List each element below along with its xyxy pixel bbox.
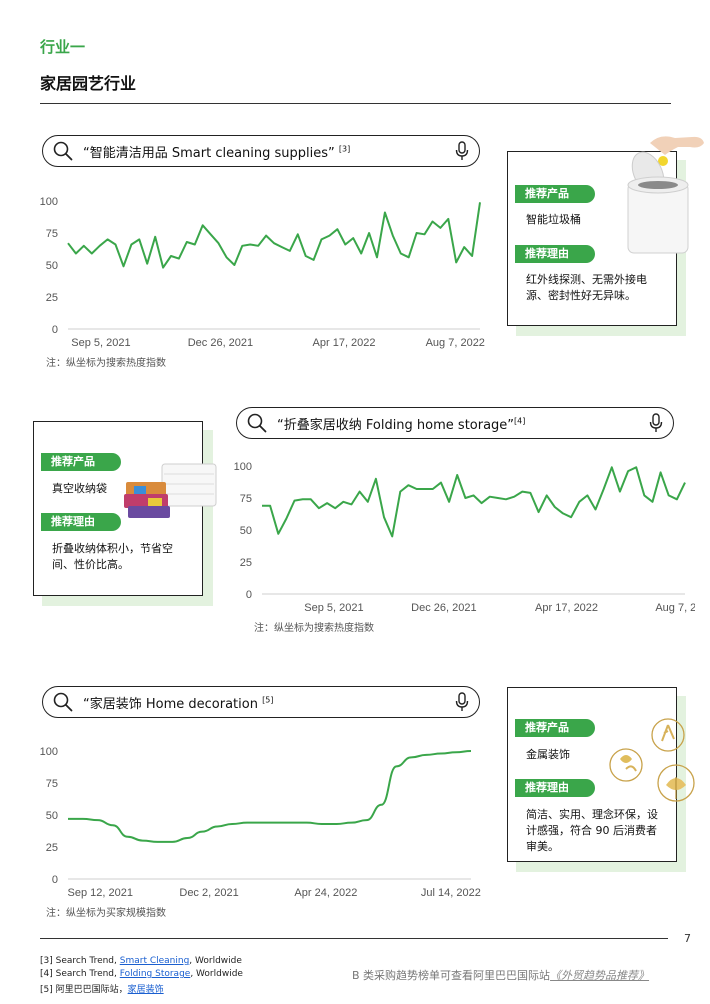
y-tick-label: 0 bbox=[246, 589, 252, 601]
recommend-reason: 简洁、实用、理念环保，设计感强，符合 90 后消费者审美。 bbox=[526, 808, 658, 853]
link-trend-recommendations[interactable]: 《外贸趋势品推荐》 bbox=[550, 969, 650, 982]
product-name: 金属装饰 bbox=[526, 748, 570, 761]
x-tick-label: Dec 26, 2021 bbox=[411, 602, 476, 614]
x-tick-label: Sep 12, 2021 bbox=[68, 887, 133, 899]
x-tick-label: Aug 7, 2022 bbox=[655, 602, 695, 614]
search-query: “家居装饰 Home decoration [5] bbox=[83, 695, 274, 712]
search-query: “折叠家居收纳 Folding home storage”[4] bbox=[277, 416, 526, 433]
tag-recommended-product: 推荐产品 bbox=[515, 185, 595, 203]
divider bbox=[40, 103, 671, 104]
series-line bbox=[262, 466, 686, 538]
trash-bin-image bbox=[627, 136, 704, 254]
chart-note: 注：纵坐标为买家规模指数 bbox=[46, 908, 166, 919]
mic-icon[interactable] bbox=[639, 413, 673, 433]
x-tick-label: Jul 14, 2022 bbox=[421, 887, 481, 899]
y-tick-label: 50 bbox=[240, 525, 252, 537]
page-number: 7 bbox=[684, 932, 691, 945]
y-tick-label: 75 bbox=[46, 778, 58, 790]
y-tick-label: 25 bbox=[46, 842, 58, 854]
trend-chart-home-decoration: 0 25 50 75 100 Sep 12, 2021 Dec 2, 2021 Apr 24,… bbox=[40, 746, 481, 899]
y-tick-label: 100 bbox=[40, 746, 58, 758]
trend-chart-smart-cleaning: 0 25 50 75 100 Sep 5, 2021 Dec 26, 2021 Apr 17,… bbox=[40, 196, 485, 349]
industry-label: 行业一 bbox=[40, 38, 86, 56]
y-tick-label: 100 bbox=[234, 461, 252, 473]
tag-recommend-reason: 推荐理由 bbox=[41, 513, 121, 531]
y-tick-label: 0 bbox=[52, 324, 58, 336]
tag-recommend-reason: 推荐理由 bbox=[515, 779, 595, 797]
y-tick-label: 25 bbox=[240, 557, 252, 569]
y-tick-label: 100 bbox=[40, 196, 58, 208]
search-icon bbox=[43, 141, 83, 161]
search-bar-folding-storage[interactable]: “折叠家居收纳 Folding home storage”[4] bbox=[236, 407, 674, 439]
recommend-reason: 折叠收纳体积小，节省空间、性价比高。 bbox=[52, 542, 173, 571]
search-query: “智能清洁用品 Smart cleaning supplies” [3] bbox=[83, 144, 351, 161]
mic-icon[interactable] bbox=[445, 141, 479, 161]
x-tick-label: Dec 26, 2021 bbox=[188, 337, 253, 349]
search-icon bbox=[43, 692, 83, 712]
x-tick-label: Sep 5, 2021 bbox=[71, 337, 130, 349]
y-tick-label: 50 bbox=[46, 260, 58, 272]
product-name: 智能垃圾桶 bbox=[526, 213, 581, 226]
search-bar-smart-cleaning[interactable]: “智能清洁用品 Smart cleaning supplies” [3] bbox=[42, 135, 480, 167]
footnote-3: [3] Search Trend, Smart Cleaning, Worldw… bbox=[40, 956, 242, 966]
series-line bbox=[67, 750, 472, 843]
y-tick-label: 50 bbox=[46, 810, 58, 822]
link-smart-cleaning[interactable]: Smart Cleaning bbox=[119, 956, 190, 966]
x-tick-label: Dec 2, 2021 bbox=[179, 887, 238, 899]
y-tick-label: 25 bbox=[46, 292, 58, 304]
y-tick-label: 75 bbox=[46, 228, 58, 240]
x-tick-label: Sep 5, 2021 bbox=[304, 602, 363, 614]
mic-icon[interactable] bbox=[445, 692, 479, 712]
recommend-reason: 红外线探测、无需外接电源、密封性好无异味。 bbox=[526, 273, 647, 302]
metal-decor-image bbox=[609, 718, 695, 802]
chart-note: 注：纵坐标为搜索热度指数 bbox=[46, 358, 166, 369]
storage-bags-image bbox=[124, 463, 217, 518]
footer-divider bbox=[40, 938, 668, 939]
footnote-5: [5] 阿里巴巴国际站，家居装饰 bbox=[40, 985, 164, 995]
y-tick-label: 0 bbox=[52, 874, 58, 886]
series-line bbox=[67, 202, 481, 269]
trend-chart-folding-storage: 0 25 50 75 100 Sep 5, 2021 Dec 26, 2021 Apr 17,… bbox=[234, 461, 695, 614]
link-folding-storage[interactable]: Folding Storage bbox=[119, 969, 191, 979]
product-name: 真空收纳袋 bbox=[52, 482, 107, 495]
product-card-folding-storage: 推荐产品 真空收纳袋 推荐理由 折叠收纳体积小，节省空间、性价比高。 bbox=[33, 421, 203, 596]
page-title: 家居园艺行业 bbox=[40, 74, 137, 93]
x-tick-label: Aug 7, 2022 bbox=[426, 337, 485, 349]
tag-recommend-reason: 推荐理由 bbox=[515, 245, 595, 263]
y-tick-label: 75 bbox=[240, 493, 252, 505]
tag-recommended-product: 推荐产品 bbox=[515, 719, 595, 737]
x-tick-label: Apr 24, 2022 bbox=[294, 887, 357, 899]
x-tick-label: Apr 17, 2022 bbox=[535, 602, 598, 614]
search-icon bbox=[237, 413, 277, 433]
product-card-home-decoration: 推荐产品 金属装饰 推荐理由 简洁、实用、理念环保，设计感强，符合 90 后消费… bbox=[507, 687, 677, 862]
footnote-4: [4] Search Trend, Folding Storage, World… bbox=[40, 969, 243, 979]
link-home-decoration[interactable]: 家居装饰 bbox=[127, 985, 164, 995]
tag-recommended-product: 推荐产品 bbox=[41, 453, 121, 471]
footer-promo: B 类采购趋势榜单可查看阿里巴巴国际站《外贸趋势品推荐》 bbox=[352, 969, 650, 982]
search-bar-home-decoration[interactable]: “家居装饰 Home decoration [5] bbox=[42, 686, 480, 718]
chart-note: 注：纵坐标为搜索热度指数 bbox=[254, 623, 374, 634]
x-tick-label: Apr 17, 2022 bbox=[313, 337, 376, 349]
